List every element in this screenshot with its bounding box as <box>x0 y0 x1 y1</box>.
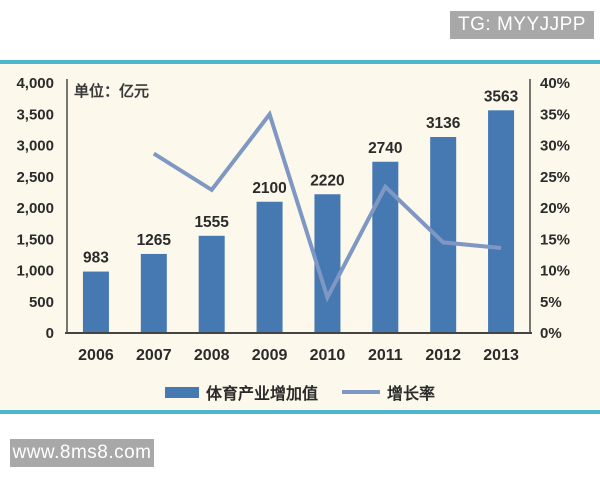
bar-value-label: 1265 <box>137 232 172 249</box>
bar-2013 <box>488 110 515 333</box>
bar-value-label: 2220 <box>310 172 344 189</box>
bar-value-label: 983 <box>83 250 109 267</box>
bar-value-label: 3563 <box>484 88 519 105</box>
x-axis-category-label: 2007 <box>136 347 172 364</box>
right-axis-tick-label: 35% <box>540 106 570 123</box>
tg-watermark-text: TG: MYYJJPP <box>458 14 586 35</box>
growth-rate-line <box>152 110 502 303</box>
site-watermark-badge: www.8ms8.com <box>10 439 154 467</box>
x-axis-category-label: 2010 <box>310 347 346 364</box>
unit-label: 单位：亿元 <box>74 83 150 100</box>
bar-value-label: 3136 <box>426 115 461 132</box>
legend-item-line-series: 增长率 <box>342 380 435 404</box>
bar-value-label: 1555 <box>194 214 229 231</box>
legend-label-line-series: 增长率 <box>387 386 436 403</box>
left-axis-tick-label: 1,500 <box>16 231 54 248</box>
right-axis-tick-label: 20% <box>540 200 570 217</box>
x-axis-category-label: 2013 <box>483 347 519 364</box>
left-axis-tick-label: 3,000 <box>16 138 54 155</box>
left-axis-tick-label: 500 <box>29 294 54 311</box>
line-series-swatch-icon <box>342 390 380 394</box>
combo-chart: 983 1265 1555 2100 2220 2740 3136 3563 4,000 3,50… <box>16 75 570 364</box>
bar-2007 <box>140 253 167 333</box>
left-axis-tick-label: 2,000 <box>16 200 54 217</box>
x-axis-category-label: 2009 <box>252 347 288 364</box>
x-axis-category-label: 2012 <box>425 347 461 364</box>
right-axis-tick-label: 30% <box>540 138 570 155</box>
bar-value-label: 2100 <box>252 180 286 197</box>
legend-label-bar-series: 体育产业增加值 <box>205 386 318 403</box>
right-axis-tick-label: 25% <box>540 169 570 186</box>
x-axis-category-label: 2011 <box>368 347 403 364</box>
bar-2006 <box>82 271 109 333</box>
left-axis-tick-label: 1,000 <box>16 263 54 280</box>
legend-item-bar-series: 体育产业增加值 <box>164 380 318 404</box>
right-axis-tick-label: 10% <box>540 263 570 280</box>
bar-2008 <box>198 235 225 333</box>
left-axis-tick-label: 3,500 <box>16 106 54 123</box>
tg-watermark-badge: TG: MYYJJPP <box>450 11 594 39</box>
right-axis-tick-label: 40% <box>540 75 570 92</box>
bar-value-label: 2740 <box>368 140 402 157</box>
bar-2009 <box>256 201 283 333</box>
x-axis-category-label: 2006 <box>78 347 114 364</box>
left-axis-tick-label: 0 <box>46 325 54 342</box>
chart-legend: 体育产业增加值 增长率 <box>0 380 600 404</box>
x-axis-category-label: 2008 <box>194 347 230 364</box>
right-axis-tick-label: 0% <box>540 325 562 342</box>
left-axis-tick-label: 2,500 <box>16 169 54 186</box>
right-axis-tick-label: 15% <box>540 231 570 248</box>
left-axis-tick-label: 4,000 <box>16 75 54 92</box>
bar-series-swatch-icon <box>164 386 199 398</box>
chart-panel: 983 1265 1555 2100 2220 2740 3136 3563 4,000 3,50… <box>0 60 600 414</box>
right-axis-tick-label: 5% <box>540 294 562 311</box>
site-watermark-text: www.8ms8.com <box>12 442 152 463</box>
